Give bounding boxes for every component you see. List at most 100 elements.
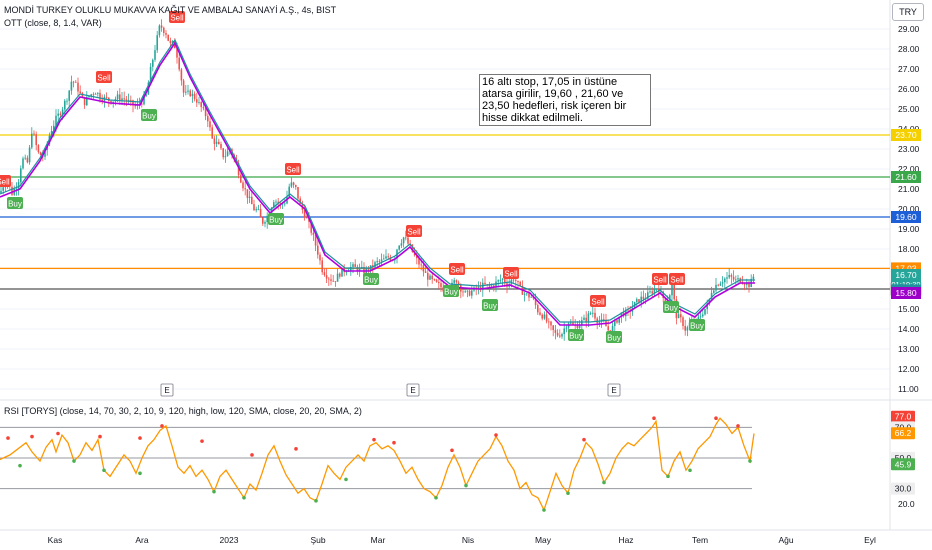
- candle-body: [743, 283, 746, 285]
- candle-body: [620, 312, 623, 317]
- candle-body: [374, 262, 376, 268]
- candle-body: [244, 188, 246, 190]
- candle-body: [616, 320, 618, 323]
- rsi-low-dot: [102, 468, 106, 473]
- rsi-low-dot: [566, 491, 570, 495]
- signal-box: [0, 175, 11, 187]
- rsi-low-dot: [434, 495, 438, 500]
- candle-body: [673, 283, 675, 300]
- candle-body: [484, 282, 486, 285]
- rsi-high-dot: [294, 447, 298, 451]
- line-price-label: 17.03: [895, 263, 917, 273]
- rsi-value-label: 50.0: [895, 453, 912, 463]
- candle-body: [653, 289, 656, 294]
- candle-body: [176, 48, 178, 58]
- candle-body: [526, 293, 528, 295]
- price-tick: 14.00: [898, 324, 920, 334]
- buy-signal: Buy: [363, 273, 379, 285]
- annotation-note[interactable]: 16 altı stop, 17,05 in üstüne atarsa gir…: [479, 74, 651, 126]
- rsi-high-dot: [98, 434, 102, 439]
- candle-body: [361, 266, 363, 268]
- currency-button[interactable]: TRY: [892, 3, 924, 21]
- rsi-value-badge: [891, 427, 915, 440]
- price-tick: 19.00: [898, 224, 920, 234]
- candle-body: [143, 95, 145, 105]
- time-tick: Eyl: [864, 535, 876, 545]
- candle-body: [424, 271, 427, 273]
- candle-body: [702, 314, 704, 317]
- sell-signal: Sell: [406, 225, 422, 237]
- candle-body: [88, 96, 90, 98]
- rsi-high-dot: [56, 431, 60, 436]
- candle-body: [497, 280, 499, 282]
- rsi-value-label: 66.2: [895, 428, 912, 438]
- candle-body: [504, 279, 506, 284]
- candle-body: [145, 94, 147, 96]
- candle-body: [295, 185, 297, 188]
- candle-body: [603, 319, 605, 321]
- signal-box: [363, 273, 379, 285]
- time-tick: Haz: [618, 535, 633, 545]
- current-price-label: 16.70: [895, 270, 917, 280]
- candle-body: [152, 59, 154, 67]
- candle-body: [416, 255, 418, 259]
- candle-body: [367, 268, 370, 272]
- signal-label: Sell: [504, 270, 518, 279]
- rsi-high-dot: [30, 434, 34, 439]
- candle-body: [70, 81, 73, 91]
- signal-box: [7, 197, 23, 209]
- candle-body: [341, 268, 343, 277]
- candle-body: [121, 98, 123, 101]
- rsi-high-dot: [392, 440, 396, 445]
- candle-body: [561, 334, 563, 337]
- rsi-low-dot: [242, 495, 246, 500]
- candle-body: [0, 190, 2, 193]
- candle-body: [418, 258, 420, 265]
- candle-body: [512, 279, 515, 281]
- candle-body: [356, 266, 359, 272]
- candle-body: [541, 314, 543, 319]
- candle-body: [717, 284, 719, 286]
- sell-signal: Sell: [503, 267, 519, 279]
- candle-body: [273, 202, 275, 208]
- current-price-label: 15.80: [895, 288, 917, 298]
- candle-body: [299, 198, 301, 204]
- price-tick: 18.00: [898, 244, 920, 254]
- candle-body: [94, 93, 97, 95]
- candle-body: [77, 82, 79, 92]
- grid: [0, 0, 932, 530]
- signal-label: Buy: [269, 216, 283, 225]
- signal-box: [663, 301, 679, 313]
- candle-body: [211, 127, 213, 139]
- candle-body: [64, 100, 66, 110]
- candle-body: [517, 280, 519, 282]
- candle-body: [510, 279, 513, 285]
- candle-body: [240, 175, 242, 183]
- ott-indicator-label[interactable]: OTT (close, 8, 1.4, VAR): [4, 18, 102, 28]
- candle-body: [266, 215, 268, 223]
- candle-body: [50, 131, 53, 136]
- candle-body: [90, 94, 92, 97]
- candle-body: [724, 278, 726, 283]
- candle-body: [411, 244, 414, 252]
- sell-signal: Sell: [590, 295, 606, 307]
- candle-body: [570, 322, 572, 324]
- candle-body: [737, 278, 739, 280]
- candle-body: [325, 275, 328, 279]
- candle-body: [468, 290, 471, 296]
- candle-body: [748, 282, 750, 288]
- candle-body: [519, 281, 521, 286]
- candle-body: [264, 222, 266, 224]
- candle-body: [662, 291, 664, 299]
- candle-body: [101, 99, 103, 102]
- time-tick: Ağu: [778, 535, 793, 545]
- candle-body: [215, 141, 218, 144]
- candle-body: [363, 266, 365, 274]
- candle-body: [594, 312, 596, 319]
- signal-box: [482, 299, 498, 311]
- signal-box: [568, 329, 584, 341]
- rsi-indicator-label[interactable]: RSI [TORYS] (close, 14, 70, 30, 2, 10, 9…: [4, 406, 362, 416]
- candle-body: [277, 201, 279, 204]
- signal-label: Sell: [407, 228, 421, 237]
